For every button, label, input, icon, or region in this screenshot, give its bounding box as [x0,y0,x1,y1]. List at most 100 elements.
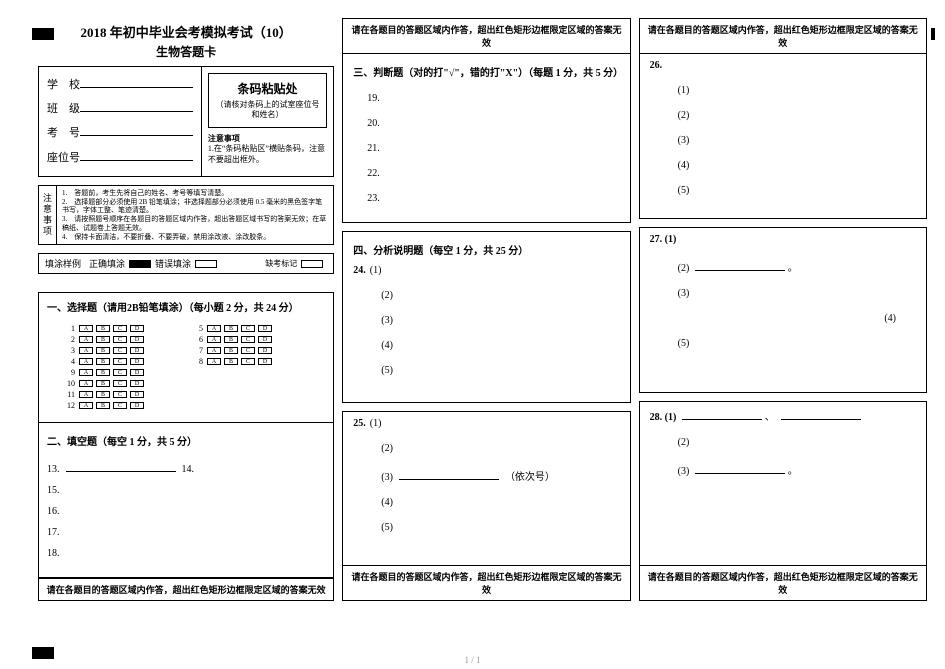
q4-b[interactable]: B [96,358,110,365]
q11-c[interactable]: C [113,391,127,398]
q9-c[interactable]: C [113,369,127,376]
q27-2: (2) [678,263,690,274]
examno-label: 考 号 [47,121,80,145]
q5-a[interactable]: A [207,325,221,332]
q8-c[interactable]: C [241,358,255,365]
col3-inner: 26. (1) (2) (3) (4) (5) 27. (1) (2) 。 (3… [639,53,927,566]
q19: 19. [367,93,619,104]
q3-c[interactable]: C [113,347,127,354]
q11-b[interactable]: B [96,391,110,398]
seat-line [80,150,193,161]
q4-d[interactable]: D [130,358,144,365]
student-info-block: 学 校 班 级 考 号 座位号 条码粘贴处 （请核对条码上的试室座位号和姓名） … [38,66,334,177]
q5-c[interactable]: C [241,325,255,332]
q1-d[interactable]: D [130,325,144,332]
q25-4: (4) [381,497,619,508]
q27-box: 27. (1) (2) 。 (3) (4) (5) [639,227,927,393]
q3-a[interactable]: A [79,347,93,354]
q12-num: 12 [59,401,75,410]
q4-a[interactable]: A [79,358,93,365]
corner-mark-tr [931,28,935,40]
q3-d[interactable]: D [130,347,144,354]
q7-b[interactable]: B [224,347,238,354]
q10-b[interactable]: B [96,380,110,387]
q5-b[interactable]: B [224,325,238,332]
q1-c[interactable]: C [113,325,127,332]
barcode-panel: 条码粘贴处 （请核对条码上的试室座位号和姓名） 注意事项 1.在“条码粘贴区”横… [201,67,333,176]
q11-d[interactable]: D [130,391,144,398]
absent-mark-label: 缺考标记 [265,258,297,269]
q8-b[interactable]: B [224,358,238,365]
q9-a[interactable]: A [79,369,93,376]
student-info-fields: 学 校 班 级 考 号 座位号 [39,67,201,176]
q12-c[interactable]: C [113,402,127,409]
bubble-col-right: 5ABCD 6ABCD 7ABCD 8ABCD [187,322,275,412]
q26-4: (4) [678,160,916,171]
q12-a[interactable]: A [79,402,93,409]
column-3: 请在各题目的答题区域内作答，超出红色矩形边框限定区域的答案无效 26. (1) … [639,18,927,601]
q2-b[interactable]: B [96,336,110,343]
judge-title: 三、判断题（对的打"√"，错的打"X"）（每题 1 分，共 5 分） [353,64,619,79]
q28-1a-line [682,410,762,420]
q9-d[interactable]: D [130,369,144,376]
q2-d[interactable]: D [130,336,144,343]
q1-b[interactable]: B [96,325,110,332]
class-line [80,101,193,112]
q6-c[interactable]: C [241,336,255,343]
q7-c[interactable]: C [241,347,255,354]
school-line [80,77,193,88]
q14-num: 14. [182,464,195,475]
mc-block: 一、选择题（请用2B铅笔填涂）（每小题 2 分，共 24 分） 1ABCD 2A… [38,292,334,423]
q24-num: 24. [353,265,366,276]
col3-header-warn: 请在各题目的答题区域内作答，超出红色矩形边框限定区域的答案无效 [639,18,927,53]
q2-c[interactable]: C [113,336,127,343]
q10-d[interactable]: D [130,380,144,387]
q12-b[interactable]: B [96,402,110,409]
q6-d[interactable]: D [258,336,272,343]
fill-wrong-icon [195,260,217,268]
analysis-title: 四、分析说明题（每空 1 分，共 25 分） [353,242,619,257]
q25-3: (3) [381,472,393,483]
col1-footer-warn: 请在各题目的答题区域内作答，超出红色矩形边框限定区域的答案无效 [38,578,334,601]
q9-b[interactable]: B [96,369,110,376]
q6-b[interactable]: B [224,336,238,343]
rules-block: 注意事项 1. 答题前，考生先将自己的姓名、考号等填写清楚。 2. 选择题部分必… [38,185,334,246]
page-number: 1 / 1 [464,655,480,665]
q12-d[interactable]: D [130,402,144,409]
q27-4: (4) [678,313,896,324]
q26-2: (2) [678,110,916,121]
q2-num: 2 [59,335,75,344]
q7-a[interactable]: A [207,347,221,354]
column-1: 2018 年初中毕业会考模拟考试（10） 生物答题卡 学 校 班 级 考 号 座… [38,18,334,601]
q18-num: 18. [47,548,60,559]
q27-3: (3) [678,288,916,299]
judge-box: 三、判断题（对的打"√"，错的打"X"）（每题 1 分，共 5 分） 19. 2… [342,53,630,223]
q8-a[interactable]: A [207,358,221,365]
q10-c[interactable]: C [113,380,127,387]
rule-1: 1. 答题前，考生先将自己的姓名、考号等填写清楚。 [62,189,328,198]
q26-num: 26. [650,60,916,71]
q6-num: 6 [187,335,203,344]
fill-correct-icon [129,260,151,268]
q3-b[interactable]: B [96,347,110,354]
q6-a[interactable]: A [207,336,221,343]
q28-3: (3) [678,466,690,477]
col3-footer-warn: 请在各题目的答题区域内作答，超出红色矩形边框限定区域的答案无效 [639,566,927,601]
rule-2: 2. 选择题部分必须使用 2B 铅笔填涂；非选择题部分必须使用 0.5 毫米的黑… [62,198,328,216]
q4-num: 4 [59,357,75,366]
q2-a[interactable]: A [79,336,93,343]
q4-c[interactable]: C [113,358,127,365]
q10-a[interactable]: A [79,380,93,387]
barcode-box: 条码粘贴处 （请核对条码上的试室座位号和姓名） [208,73,327,128]
fill-title: 二、填空题（每空 1 分，共 5 分） [47,427,325,452]
barcode-title: 条码粘贴处 [213,80,322,97]
q7-d[interactable]: D [258,347,272,354]
examno-line [80,125,193,136]
q1-a[interactable]: A [79,325,93,332]
q11-a[interactable]: A [79,391,93,398]
school-label: 学 校 [47,73,80,97]
q8-d[interactable]: D [258,358,272,365]
q5-d[interactable]: D [258,325,272,332]
page: 2018 年初中毕业会考模拟考试（10） 生物答题卡 学 校 班 级 考 号 座… [0,0,945,601]
q27-2-line [695,261,785,271]
